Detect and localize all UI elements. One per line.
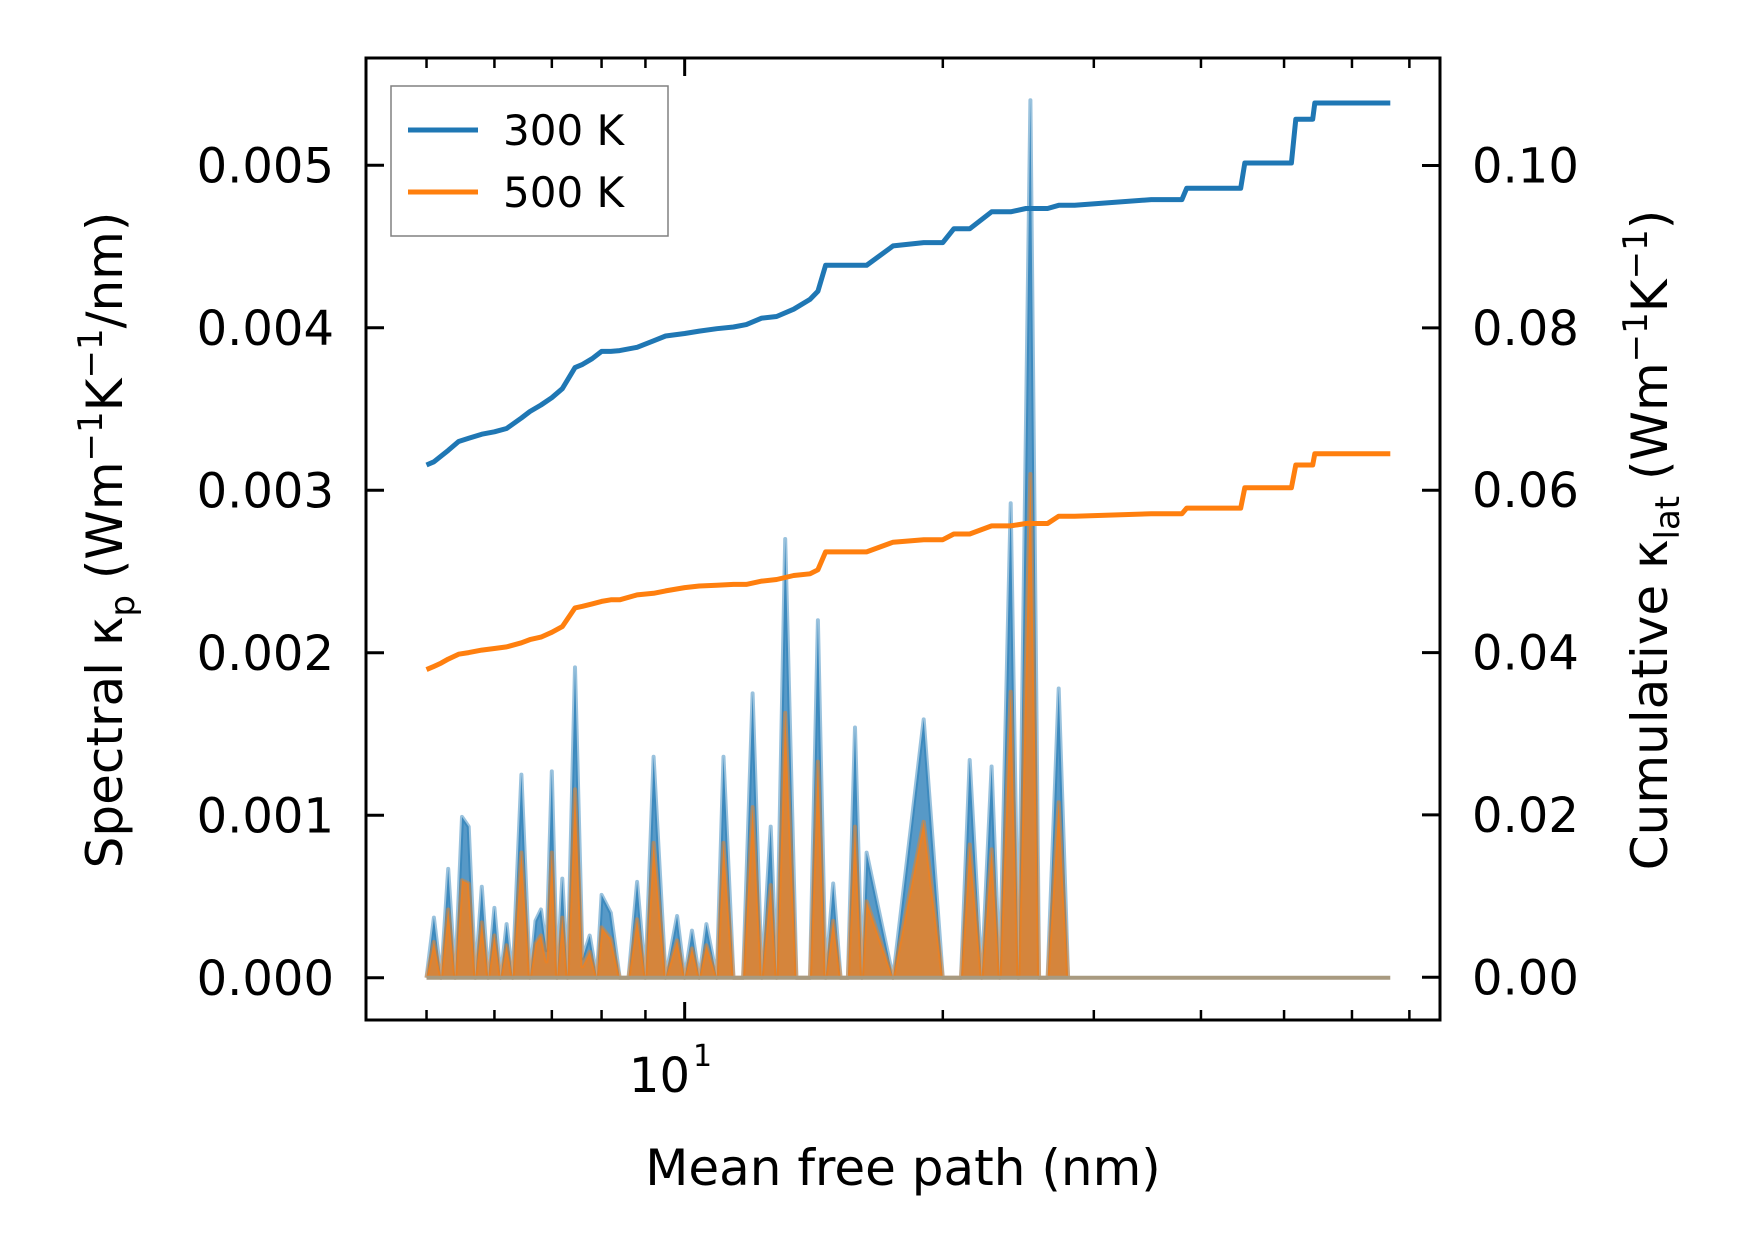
y-left-tick-label: 0.001 <box>197 788 334 844</box>
ylabel-left-suffix: /nm) <box>76 212 134 329</box>
y-left-tick-label: 0.003 <box>197 463 334 519</box>
tick-layer: 0.000 0.001 0.002 0.003 0.004 0.005 0.00 0.02 0.… <box>197 58 1579 1020</box>
y-right-tick-label: 0.02 <box>1472 788 1579 844</box>
plot-frame <box>364 56 1442 1022</box>
ylabel-right-sup2: −1 <box>1616 229 1656 279</box>
x-tick-exponent: 1 <box>693 1039 712 1074</box>
spectral-area-500K <box>424 472 1071 980</box>
y-left-tick-label: 0.002 <box>197 626 334 682</box>
cumulative-line-300K <box>425 100 1391 468</box>
ylabel-right-suffix: ) <box>1621 210 1679 230</box>
x-tick-base: 10 <box>629 1048 690 1104</box>
cumulative-line-500K <box>425 451 1391 672</box>
cumulative-line-layer <box>425 100 1391 672</box>
ylabel-right-sub: lat <box>1648 496 1688 540</box>
legend-box <box>390 85 669 237</box>
y-right-tick-label: 0.04 <box>1472 626 1579 682</box>
ylabel-right-sup1: −1 <box>1616 312 1656 362</box>
legend-label-500K: 500 K <box>503 168 626 217</box>
ylabel-left-sup1: −1 <box>71 411 111 461</box>
y-right-tick-label: 0.10 <box>1472 138 1579 194</box>
y-axis-right-title: Cumulative κlat (Wm−1K−1) <box>1616 210 1688 870</box>
ylabel-left-sup2: −1 <box>71 328 111 378</box>
legend: 300 K 500 K <box>390 85 669 237</box>
ylabel-right-prefix: Cumulative κ <box>1621 539 1679 870</box>
ylabel-left-prefix: Spectral κ <box>76 617 134 869</box>
y-axis-left-title: Spectral κp (Wm−1K−1/nm) <box>71 212 143 869</box>
x-axis-title: Mean free path (nm) <box>645 1139 1161 1197</box>
y-right-tick-label: 0.06 <box>1472 463 1579 519</box>
ylabel-left-mid2: K <box>76 377 134 411</box>
y-left-tick-label: 0.004 <box>197 301 334 357</box>
ylabel-right-mid: (Wm <box>1621 362 1679 496</box>
y-right-tick-label: 0.00 <box>1472 950 1579 1006</box>
x-axis-label: Mean free path (nm) <box>645 1139 1161 1197</box>
ylabel-left-sub: p <box>103 595 143 617</box>
legend-label-300K: 300 K <box>503 106 626 155</box>
y-right-tick-label: 0.08 <box>1472 301 1579 357</box>
y-left-tick-label: 0.005 <box>197 138 334 194</box>
spectral-fill-layer <box>424 98 1391 980</box>
x-tick-10: 10 1 <box>629 1039 712 1104</box>
svg-text:Cumulative κlat (Wm−1K−1): Cumulative κlat (Wm−1K−1) <box>1616 210 1688 870</box>
ylabel-left-mid: (Wm <box>76 461 134 595</box>
svg-text:Spectral κp (Wm−1K−1/nm): Spectral κp (Wm−1K−1/nm) <box>71 212 143 869</box>
ylabel-right-mid2: K <box>1621 278 1679 312</box>
y-left-tick-label: 0.000 <box>197 951 334 1007</box>
